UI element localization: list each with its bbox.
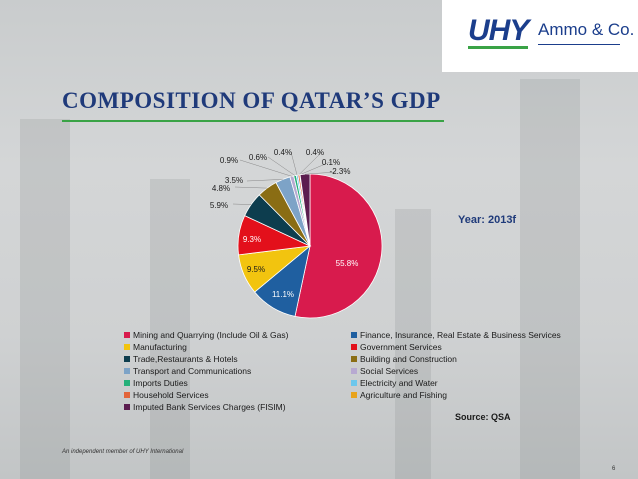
background-building: [395, 209, 431, 479]
legend-item: Transport and Communications: [124, 365, 251, 377]
legend-label: Agriculture and Fishing: [360, 390, 447, 400]
slice-label: 0.1%: [322, 158, 340, 167]
legend-swatch: [351, 392, 357, 398]
legend-swatch: [351, 380, 357, 386]
legend-label: Social Services: [360, 366, 419, 376]
legend-swatch: [124, 392, 130, 398]
slice-label: 4.8%: [212, 184, 230, 193]
legend-swatch: [124, 344, 130, 350]
logo-underline: [538, 44, 620, 45]
legend-item: Imports Duties: [124, 377, 188, 389]
legend-label: Finance, Insurance, Real Estate & Busine…: [360, 330, 561, 340]
legend-label: Electricity and Water: [360, 378, 438, 388]
company-logo: UHY Ammo & Co.: [442, 0, 638, 72]
legend-swatch: [124, 356, 130, 362]
leader-line: [232, 203, 252, 205]
slice-label: 9.3%: [243, 235, 261, 244]
legend-item: Trade,Restaurants & Hotels: [124, 353, 238, 365]
logo-brand: UHY: [468, 14, 529, 47]
background-building: [150, 179, 190, 479]
background-building: [520, 79, 580, 479]
leader-line: [234, 186, 268, 189]
slice-label: 5.9%: [210, 201, 228, 210]
logo-firm-name: Ammo & Co.: [538, 20, 635, 39]
slice-label: -2.3%: [330, 167, 351, 176]
slice-label: 9.5%: [247, 265, 265, 274]
legend-swatch: [124, 380, 130, 386]
legend-item: Mining and Quarrying (Include Oil & Gas): [124, 329, 288, 341]
legend-item: Household Services: [124, 389, 209, 401]
legend-item: Agriculture and Fishing: [351, 389, 447, 401]
legend-item: Building and Construction: [351, 353, 457, 365]
legend-label: Household Services: [133, 390, 209, 400]
legend-swatch: [351, 356, 357, 362]
page-number: 6: [612, 466, 616, 472]
slice-label: 11.1%: [272, 290, 294, 299]
logo-accent-bar: [468, 46, 528, 49]
footer-text: An independent member of UHY Internation…: [62, 449, 184, 455]
legend-swatch: [124, 332, 130, 338]
slice-label: 55.8%: [336, 259, 359, 268]
slice-label: 0.4%: [306, 148, 324, 157]
slide-title: COMPOSITION OF QATAR’S GDP: [62, 88, 441, 113]
leader-line: [290, 151, 298, 176]
legend-label: Government Services: [360, 342, 442, 352]
leader-line: [267, 156, 296, 176]
leader-line: [298, 151, 323, 176]
source-label: Source: QSA: [455, 412, 511, 422]
legend-label: Mining and Quarrying (Include Oil & Gas): [133, 330, 289, 340]
leader-line: [246, 179, 283, 182]
legend-label: Imports Duties: [133, 378, 188, 388]
legend-label: Manufacturing: [133, 342, 187, 352]
legend-item: Imputed Bank Services Charges (FISIM): [124, 401, 286, 413]
legend-label: Imputed Bank Services Charges (FISIM): [133, 402, 286, 412]
pie-slice-mining-and-quarrying-include-oil-gas: [294, 173, 383, 319]
legend-swatch: [351, 344, 357, 350]
legend-item: Electricity and Water: [351, 377, 438, 389]
legend-label: Building and Construction: [360, 354, 457, 364]
leader-line: [239, 159, 292, 177]
legend-swatch: [351, 368, 357, 374]
legend-label: Trade,Restaurants & Hotels: [133, 354, 238, 364]
legend-swatch: [124, 368, 130, 374]
legend-item: Manufacturing: [124, 341, 187, 353]
leader-line: [299, 161, 331, 175]
background-building: [20, 119, 70, 479]
slice-label: 3.5%: [225, 176, 243, 185]
legend-swatch: [351, 332, 357, 338]
year-label: Year: 2013f: [458, 214, 517, 226]
legend-swatch: [124, 404, 130, 410]
slice-label: 0.9%: [220, 156, 238, 165]
legend-item: Government Services: [351, 341, 442, 353]
legend-item: Finance, Insurance, Real Estate & Busine…: [351, 329, 561, 341]
legend-item: Social Services: [351, 365, 418, 377]
slice-label: 0.4%: [274, 148, 292, 157]
leader-line: [305, 171, 337, 175]
legend-label: Transport and Communications: [133, 366, 252, 376]
slice-label: 0.6%: [249, 153, 267, 162]
title-underline: [62, 120, 444, 122]
